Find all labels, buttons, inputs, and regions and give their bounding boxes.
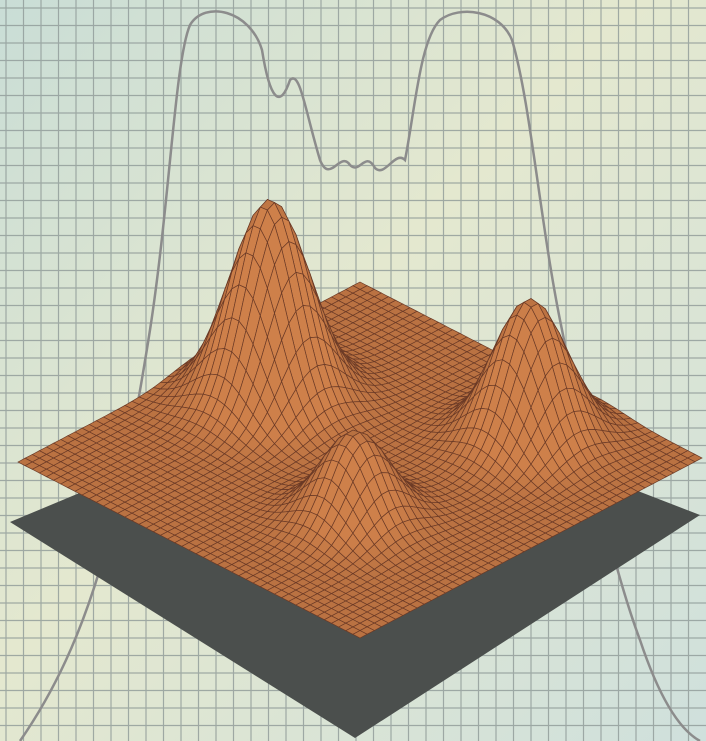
- illustration: [0, 0, 706, 741]
- page: (() => { const NS = 'http://www.w3.org/2…: [0, 0, 706, 741]
